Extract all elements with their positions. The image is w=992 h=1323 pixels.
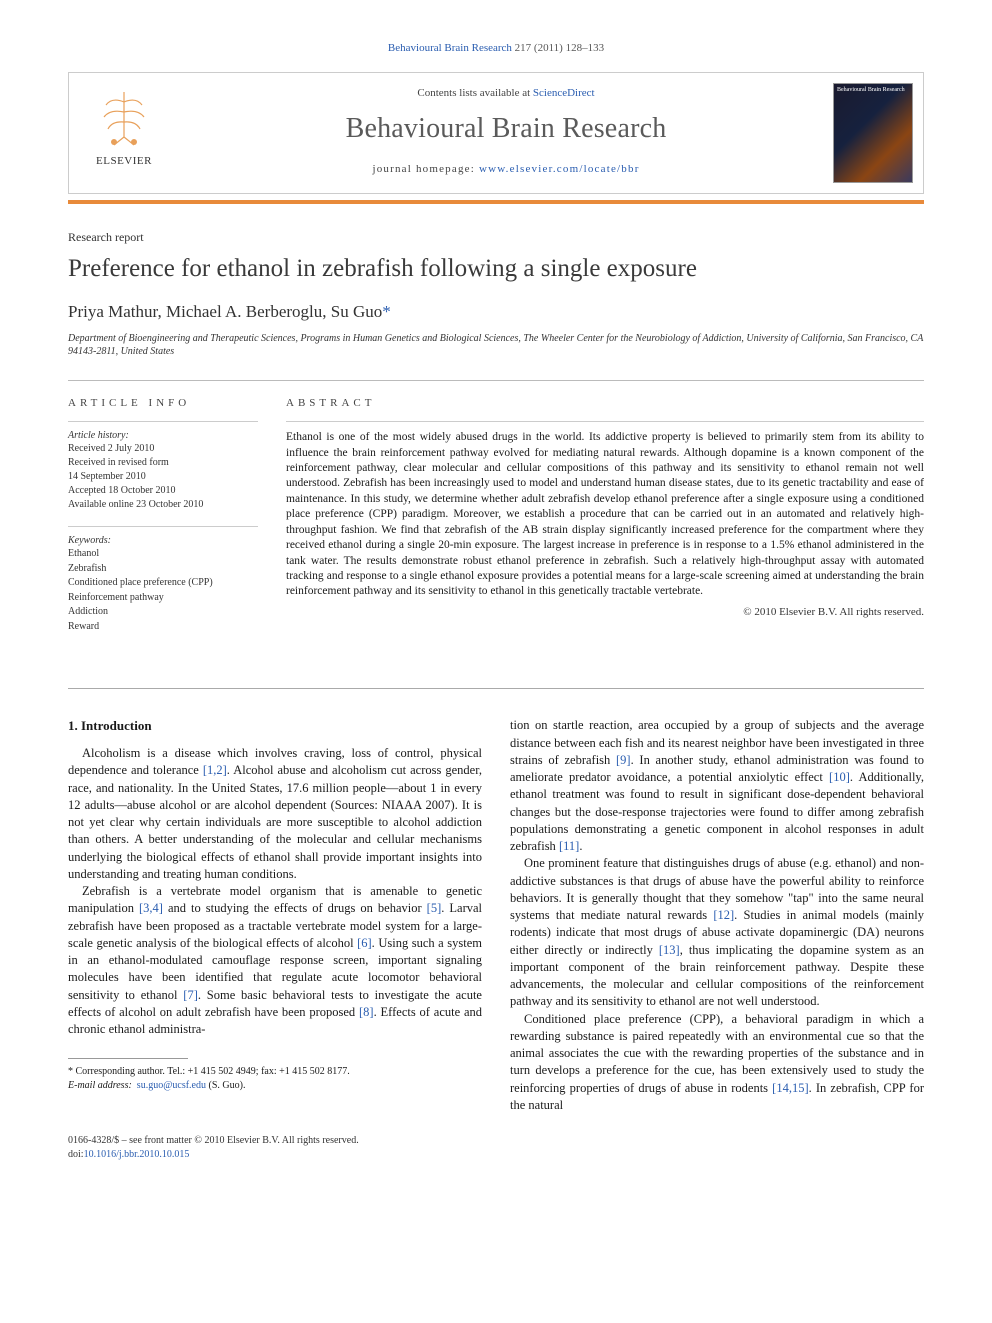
affiliation: Department of Bioengineering and Therape… <box>68 332 924 358</box>
info-abstract-row: article info Article history: Received 2… <box>68 397 924 648</box>
article-info-column: article info Article history: Received 2… <box>68 397 258 648</box>
corresponding-author-line: * Corresponding author. Tel.: +1 415 502… <box>68 1065 482 1079</box>
journal-name: Behavioural Brain Research <box>189 113 823 145</box>
keyword: Reward <box>68 620 258 635</box>
cover-label: Behavioural Brain Research <box>837 87 905 93</box>
citation-link[interactable]: [7] <box>183 988 198 1002</box>
revised-line-2: 14 September 2010 <box>68 470 258 484</box>
journal-reference-line: Behavioural Brain Research 217 (2011) 12… <box>68 42 924 54</box>
doi-prefix: doi: <box>68 1149 84 1160</box>
homepage-link[interactable]: www.elsevier.com/locate/bbr <box>479 163 640 175</box>
publisher-label: ELSEVIER <box>79 155 169 167</box>
article-info-heading: article info <box>68 397 258 409</box>
homepage-line: journal homepage: www.elsevier.com/locat… <box>189 163 823 175</box>
authors: Priya Mathur, Michael A. Berberoglu, Su … <box>68 302 924 322</box>
footnote-block: * Corresponding author. Tel.: +1 415 502… <box>68 1065 482 1092</box>
journal-cover-thumbnail: Behavioural Brain Research <box>833 83 913 183</box>
authors-list: Priya Mathur, Michael A. Berberoglu, Su … <box>68 302 382 321</box>
history-label: Article history: <box>68 430 258 441</box>
citation-link[interactable]: [12] <box>713 908 734 922</box>
footnote-divider <box>68 1058 188 1059</box>
journal-ref-link[interactable]: Behavioural Brain Research <box>388 42 512 54</box>
citation-link[interactable]: [10] <box>829 770 850 784</box>
keywords-block: Keywords: Ethanol Zebrafish Conditioned … <box>68 535 258 634</box>
paragraph: tion on startle reaction, area occupied … <box>510 717 924 855</box>
section-divider <box>68 688 924 689</box>
citation-link[interactable]: [3,4] <box>139 901 163 915</box>
abstract-copyright: © 2010 Elsevier B.V. All rights reserved… <box>286 606 924 618</box>
citation-link[interactable]: [14,15] <box>772 1081 808 1095</box>
body-column-right: tion on startle reaction, area occupied … <box>510 717 924 1114</box>
info-divider <box>68 526 258 527</box>
article-type: Research report <box>68 230 924 245</box>
keyword: Reinforcement pathway <box>68 591 258 606</box>
issn-line: 0166-4328/$ – see front matter © 2010 El… <box>68 1134 924 1148</box>
homepage-prefix: journal homepage: <box>372 163 479 175</box>
paragraph: Zebrafish is a vertebrate model organism… <box>68 883 482 1038</box>
paragraph: Conditioned place preference (CPP), a be… <box>510 1011 924 1115</box>
email-suffix: (S. Guo). <box>206 1080 245 1091</box>
body-columns: 1. Introduction Alcoholism is a disease … <box>68 717 924 1114</box>
citation-link[interactable]: [11] <box>559 839 579 853</box>
revised-line-1: Received in revised form <box>68 456 258 470</box>
email-label: E-mail address: <box>68 1080 132 1091</box>
paragraph: One prominent feature that distinguishes… <box>510 855 924 1010</box>
citation-link[interactable]: [5] <box>427 901 442 915</box>
page: Behavioural Brain Research 217 (2011) 12… <box>0 0 992 1201</box>
citation-link[interactable]: [13] <box>659 943 680 957</box>
abstract-text: Ethanol is one of the most widely abused… <box>286 430 924 599</box>
email-line: E-mail address: su.guo@ucsf.edu (S. Guo)… <box>68 1079 482 1093</box>
publisher-block: ELSEVIER <box>69 73 179 193</box>
info-divider <box>68 421 258 422</box>
citation-link[interactable]: [8] <box>359 1005 374 1019</box>
received-line: Received 2 July 2010 <box>68 442 258 456</box>
abstract-column: abstract Ethanol is one of the most wide… <box>286 397 924 648</box>
sciencedirect-link[interactable]: ScienceDirect <box>533 87 595 99</box>
accent-bar <box>68 200 924 204</box>
journal-ref-citation: 217 (2011) 128–133 <box>512 42 604 54</box>
header-box: ELSEVIER Contents lists available at Sci… <box>68 72 924 194</box>
email-link[interactable]: su.guo@ucsf.edu <box>137 1080 206 1091</box>
article-history-block: Article history: Received 2 July 2010 Re… <box>68 430 258 512</box>
keyword: Addiction <box>68 605 258 620</box>
contents-line: Contents lists available at ScienceDirec… <box>189 87 823 99</box>
abstract-heading: abstract <box>286 397 924 409</box>
body-text: . Alcohol abuse and alcoholism cut acros… <box>68 763 482 881</box>
doi-link[interactable]: 10.1016/j.bbr.2010.10.015 <box>84 1149 190 1160</box>
doi-line: doi:10.1016/j.bbr.2010.10.015 <box>68 1148 924 1162</box>
footer-block: 0166-4328/$ – see front matter © 2010 El… <box>68 1134 924 1161</box>
article-title: Preference for ethanol in zebrafish foll… <box>68 253 924 284</box>
header-middle: Contents lists available at ScienceDirec… <box>179 73 833 193</box>
citation-link[interactable]: [6] <box>357 936 372 950</box>
section-heading: 1. Introduction <box>68 717 482 735</box>
citation-link[interactable]: [1,2] <box>203 763 227 777</box>
header-right: Behavioural Brain Research <box>833 73 923 193</box>
contents-prefix: Contents lists available at <box>417 87 532 99</box>
keyword: Conditioned place preference (CPP) <box>68 576 258 591</box>
elsevier-logo-icon <box>94 87 154 147</box>
abstract-divider <box>286 421 924 422</box>
divider <box>68 380 924 381</box>
citation-link[interactable]: [9] <box>616 753 631 767</box>
body-column-left: 1. Introduction Alcoholism is a disease … <box>68 717 482 1114</box>
journal-ref-name: Behavioural Brain Research <box>388 42 512 54</box>
keywords-label: Keywords: <box>68 535 258 546</box>
body-text: . <box>579 839 582 853</box>
keyword: Zebrafish <box>68 562 258 577</box>
accepted-line: Accepted 18 October 2010 <box>68 484 258 498</box>
online-line: Available online 23 October 2010 <box>68 498 258 512</box>
paragraph: Alcoholism is a disease which involves c… <box>68 745 482 883</box>
keyword: Ethanol <box>68 547 258 562</box>
corresponding-marker: * <box>382 302 391 321</box>
body-text: and to studying the effects of drugs on … <box>163 901 427 915</box>
